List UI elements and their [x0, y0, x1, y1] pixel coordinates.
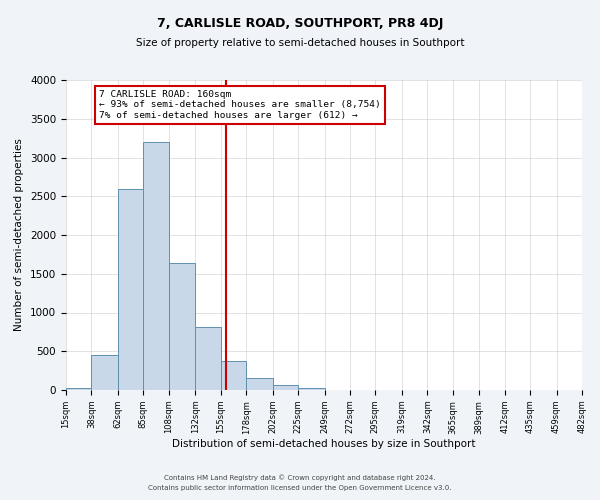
Bar — [221, 360, 246, 390]
Bar — [143, 142, 169, 390]
Text: Contains HM Land Registry data © Crown copyright and database right 2024.: Contains HM Land Registry data © Crown c… — [164, 474, 436, 481]
Bar — [66, 388, 91, 390]
Text: 7, CARLISLE ROAD, SOUTHPORT, PR8 4DJ: 7, CARLISLE ROAD, SOUTHPORT, PR8 4DJ — [157, 18, 443, 30]
Text: Size of property relative to semi-detached houses in Southport: Size of property relative to semi-detach… — [136, 38, 464, 48]
Text: 7 CARLISLE ROAD: 160sqm
← 93% of semi-detached houses are smaller (8,754)
7% of : 7 CARLISLE ROAD: 160sqm ← 93% of semi-de… — [99, 90, 381, 120]
Bar — [118, 188, 143, 390]
Text: Contains public sector information licensed under the Open Government Licence v3: Contains public sector information licen… — [148, 485, 452, 491]
Y-axis label: Number of semi-detached properties: Number of semi-detached properties — [14, 138, 25, 332]
Bar — [169, 263, 195, 390]
X-axis label: Distribution of semi-detached houses by size in Southport: Distribution of semi-detached houses by … — [172, 439, 476, 449]
Bar — [272, 384, 298, 390]
Bar — [246, 378, 272, 390]
Bar — [91, 355, 118, 390]
Bar — [298, 388, 325, 390]
Bar — [195, 327, 221, 390]
